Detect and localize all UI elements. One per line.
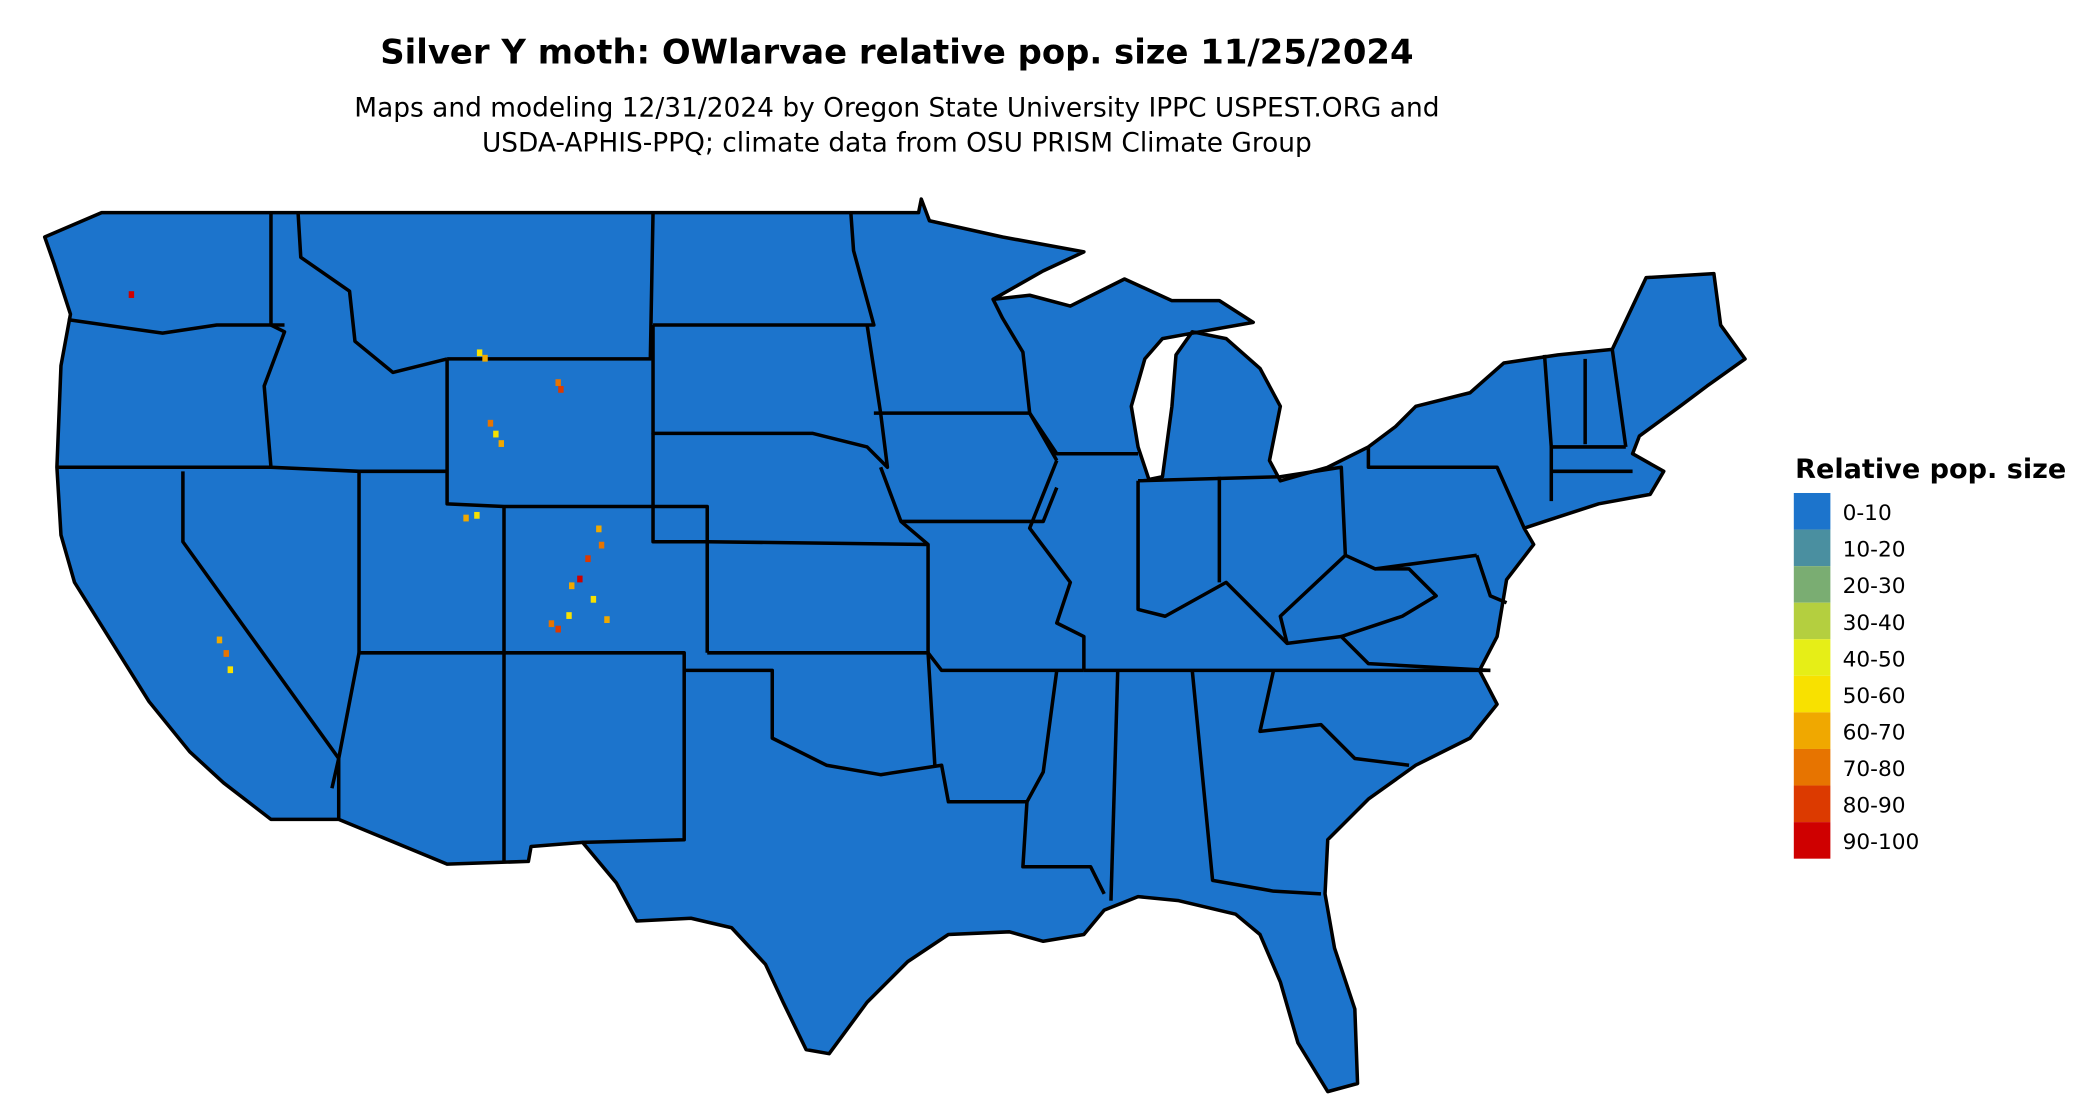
legend-label: 0-10 bbox=[1843, 501, 1892, 526]
subtitle: Maps and modeling 12/31/2024 by Oregon S… bbox=[354, 92, 1439, 123]
hotspot bbox=[596, 525, 602, 533]
legend-label: 40-50 bbox=[1843, 647, 1906, 672]
legend-title: Relative pop. size bbox=[1795, 454, 2066, 485]
legend-label: 80-90 bbox=[1843, 794, 1906, 819]
hotspot bbox=[577, 575, 583, 583]
hotspot bbox=[566, 612, 572, 619]
hotspot bbox=[128, 291, 135, 298]
legend-label: 30-40 bbox=[1843, 611, 1906, 636]
legend-swatch bbox=[1793, 492, 1831, 530]
legend-swatch bbox=[1793, 639, 1831, 676]
hotspot bbox=[548, 620, 555, 628]
hotspot bbox=[555, 625, 561, 633]
hotspot bbox=[569, 582, 575, 590]
us-outline bbox=[42, 197, 1747, 1094]
legend-swatch bbox=[1793, 602, 1831, 640]
legend-swatch bbox=[1793, 822, 1831, 859]
hotspot bbox=[493, 430, 499, 438]
hotspot bbox=[598, 541, 605, 549]
legend-swatch bbox=[1793, 566, 1831, 603]
subtitle: USDA-APHIS-PPQ; climate data from OSU PR… bbox=[482, 128, 1312, 159]
legend-label: 90-100 bbox=[1843, 830, 1920, 855]
hotspot bbox=[223, 650, 229, 657]
hotspot bbox=[498, 440, 504, 447]
legend-swatch bbox=[1793, 785, 1831, 823]
title: Silver Y moth: OWlarvae relative pop. si… bbox=[380, 33, 1413, 72]
hotspot bbox=[476, 349, 483, 357]
hotspot bbox=[604, 616, 610, 624]
hotspot bbox=[585, 555, 591, 563]
hotspot bbox=[555, 379, 561, 386]
hotspot bbox=[487, 419, 494, 427]
hotspot bbox=[216, 636, 223, 644]
hotspot bbox=[558, 385, 564, 393]
state-borders bbox=[56, 212, 1633, 901]
legend-label: 60-70 bbox=[1843, 720, 1906, 745]
legend: Relative pop. size 0-10 10-20 20-30 30-40 40… bbox=[1793, 454, 2066, 859]
hotspot bbox=[482, 354, 488, 362]
hotspot bbox=[474, 511, 480, 519]
legend-label: 10-20 bbox=[1843, 538, 1906, 563]
legend-swatch bbox=[1793, 748, 1831, 786]
hotspot bbox=[227, 666, 234, 674]
legend-swatch bbox=[1793, 675, 1831, 713]
hotspot bbox=[590, 595, 597, 603]
hotspots bbox=[128, 291, 610, 674]
legend-swatch bbox=[1793, 529, 1831, 567]
legend-label: 20-30 bbox=[1843, 574, 1906, 599]
legend-swatch bbox=[1793, 712, 1831, 749]
legend-label: 70-80 bbox=[1843, 757, 1906, 782]
legend-label: 50-60 bbox=[1843, 684, 1906, 709]
hotspot bbox=[463, 514, 469, 522]
